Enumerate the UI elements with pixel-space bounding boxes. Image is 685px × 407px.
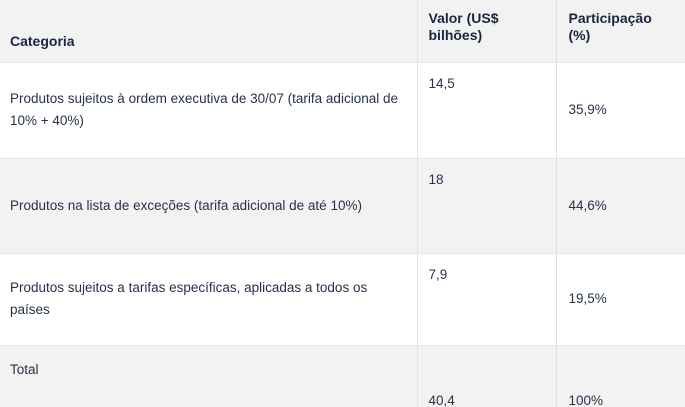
cell-participacao: 35,9% bbox=[555, 61, 685, 158]
column-header-categoria: Categoria bbox=[0, 0, 417, 62]
table-row: Produtos na lista de exceções (tarifa ad… bbox=[0, 157, 685, 253]
column-header-valor-label-line2: bilhões) bbox=[428, 27, 483, 43]
cell-participacao: 19,5% bbox=[555, 252, 685, 345]
cell-categoria: Produtos sujeitos a tarifas específicas,… bbox=[0, 252, 417, 345]
cell-total-valor: 40,4 bbox=[416, 344, 556, 407]
cell-total-participacao: 100% bbox=[555, 344, 685, 407]
table-header-row: Categoria Valor (US$ bilhões) Participaç… bbox=[0, 0, 685, 62]
table-header: Categoria Valor (US$ bilhões) Participaç… bbox=[0, 0, 685, 62]
column-header-participacao-label-line1: Participação bbox=[568, 10, 652, 26]
column-header-categoria-label: Categoria bbox=[10, 32, 75, 49]
table-row-total: Total 40,4 100% bbox=[0, 344, 685, 407]
cell-valor: 14,5 bbox=[416, 61, 556, 158]
cell-categoria: Produtos sujeitos à ordem executiva de 3… bbox=[0, 61, 417, 158]
cell-total-label: Total bbox=[0, 344, 417, 407]
table-row: Produtos sujeitos a tarifas específicas,… bbox=[0, 252, 685, 345]
column-header-valor-label-line1: Valor (US$ bbox=[428, 10, 499, 26]
cell-valor: 18 bbox=[416, 157, 556, 253]
column-header-valor: Valor (US$ bilhões) bbox=[416, 0, 556, 62]
cell-participacao: 44,6% bbox=[555, 157, 685, 253]
column-header-participacao-label-line2: (%) bbox=[568, 27, 591, 43]
column-header-participacao: Participação (%) bbox=[555, 0, 685, 62]
cell-valor: 7,9 bbox=[416, 252, 556, 345]
table-body: Produtos sujeitos à ordem executiva de 3… bbox=[0, 61, 685, 407]
table-row: Produtos sujeitos à ordem executiva de 3… bbox=[0, 61, 685, 158]
cell-categoria: Produtos na lista de exceções (tarifa ad… bbox=[0, 157, 417, 253]
